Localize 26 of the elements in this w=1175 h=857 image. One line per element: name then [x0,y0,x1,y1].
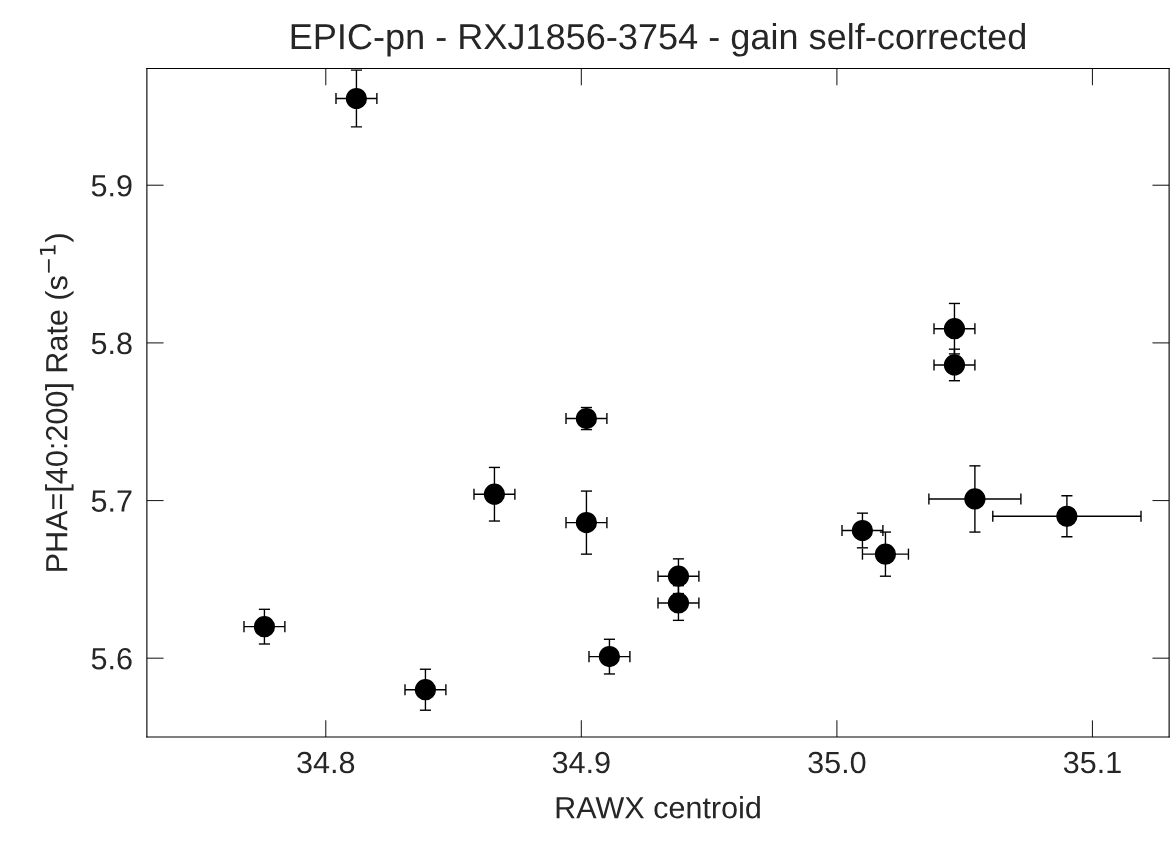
y-tick-label: 5.7 [91,490,132,512]
point [575,512,598,534]
point [414,679,437,701]
point [874,543,897,565]
x-tick-label: 35.1 [1063,751,1121,774]
point [667,592,690,614]
point [943,318,966,340]
point [598,646,621,668]
x-axis-title: RAWX centroid [556,796,760,819]
point [575,407,598,430]
point [943,354,966,376]
x-tick-label: 35.0 [808,751,866,774]
point [667,565,690,587]
point [483,483,506,505]
point [1056,505,1078,527]
y-axis-title: PHA=[40:200] Rate (s$^{−1}$) [39,234,74,571]
y-tick-label: 5.8 [91,332,132,355]
point [851,519,874,542]
chart-title: EPIC-pn - RXJ1856-3754 - gain self-corrected [291,22,1026,57]
x-tick-label: 34.8 [297,751,355,774]
x-tick-label: 34.9 [552,751,610,774]
point [253,616,276,638]
y-tick-label: 5.6 [91,647,132,670]
y-tick-label: 5.9 [91,174,132,197]
point [345,87,368,110]
point [964,488,986,510]
